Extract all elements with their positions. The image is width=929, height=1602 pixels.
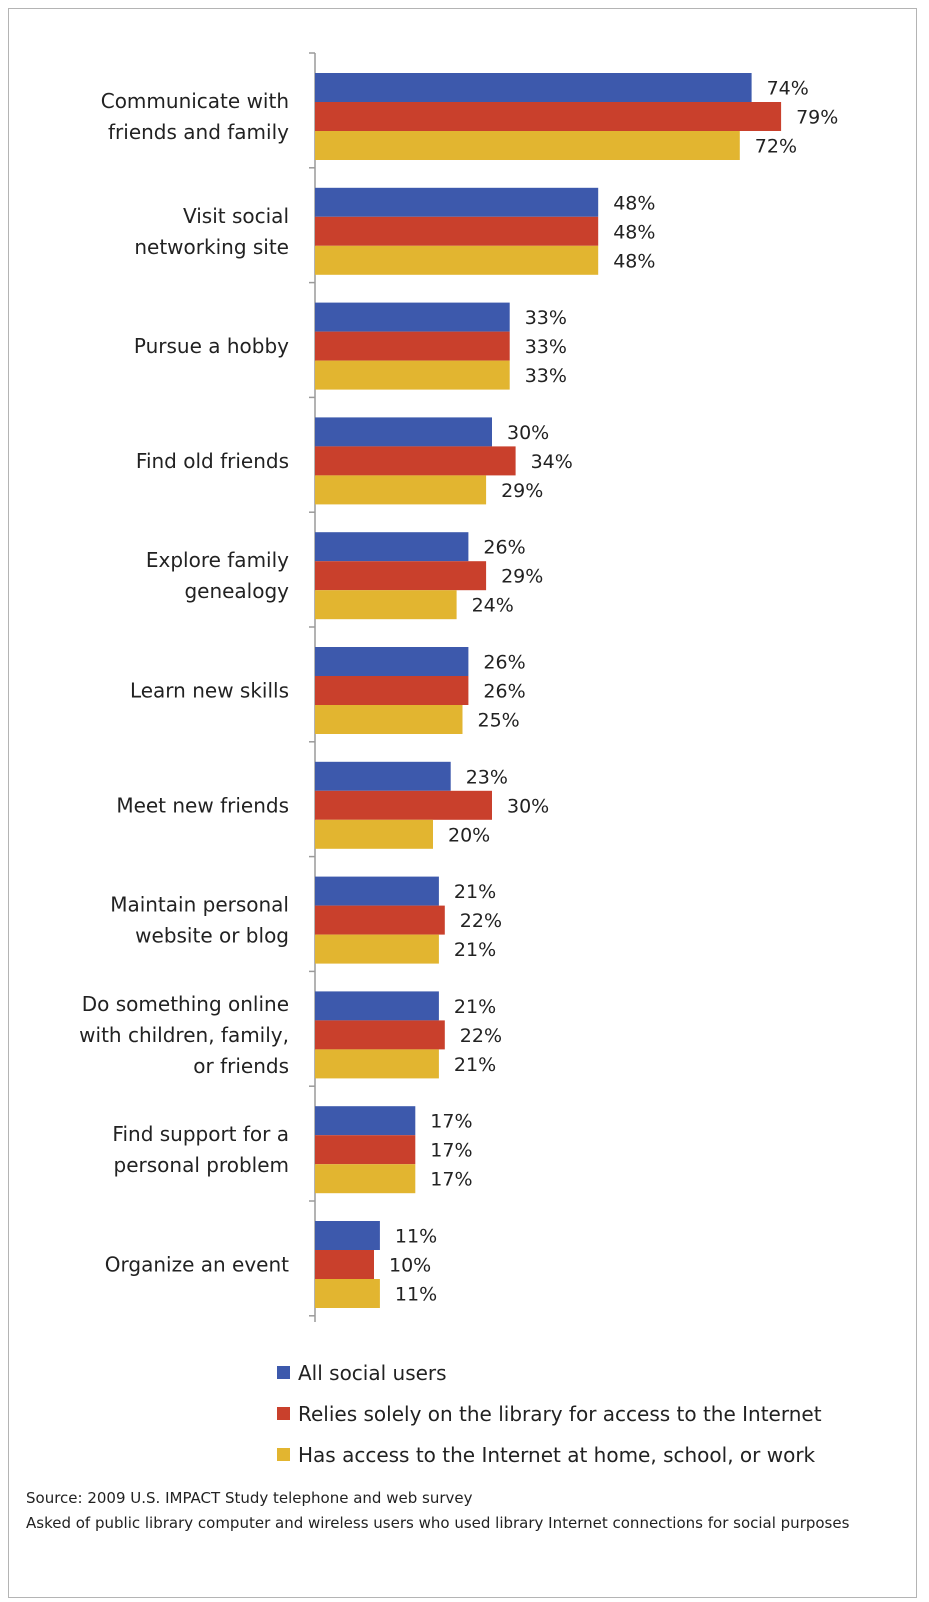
data-label: 72% bbox=[755, 136, 797, 158]
data-label: 30% bbox=[507, 795, 549, 817]
bar-0-3 bbox=[315, 417, 492, 447]
bar-1-5 bbox=[315, 676, 469, 705]
legend-label: Relies solely on the library for access … bbox=[298, 1401, 822, 1426]
data-label: 21% bbox=[454, 881, 496, 903]
data-label: 29% bbox=[501, 566, 543, 588]
data-label: 10% bbox=[389, 1255, 431, 1277]
bar-0-7 bbox=[315, 876, 439, 906]
bar-0-8 bbox=[315, 991, 439, 1021]
bar-1-7 bbox=[315, 905, 445, 935]
bar-0-9 bbox=[315, 1106, 416, 1136]
data-label: 48% bbox=[613, 221, 655, 243]
bar-1-0 bbox=[315, 102, 782, 131]
bar-0-5 bbox=[315, 647, 469, 676]
bar-0-1 bbox=[315, 187, 599, 217]
data-label: 48% bbox=[613, 192, 655, 214]
bar-2-9 bbox=[315, 1164, 416, 1194]
data-label: 33% bbox=[525, 365, 567, 387]
data-label: 21% bbox=[454, 1054, 496, 1076]
data-label: 24% bbox=[472, 595, 514, 617]
data-label: 48% bbox=[613, 250, 655, 272]
chart-legend: All social users Relies solely on the lib… bbox=[277, 1352, 897, 1475]
data-label: 22% bbox=[460, 1025, 502, 1047]
data-label: 20% bbox=[448, 824, 490, 846]
data-label: 25% bbox=[478, 710, 520, 732]
bar-1-10 bbox=[315, 1250, 374, 1279]
data-label: 74% bbox=[767, 78, 809, 100]
data-label: 11% bbox=[395, 1284, 437, 1306]
bar-2-3 bbox=[315, 475, 487, 505]
category-label: Communicate with friends and family bbox=[101, 89, 289, 144]
bar-2-5 bbox=[315, 705, 463, 734]
legend-swatch bbox=[277, 1366, 290, 1379]
legend-label: All social users bbox=[298, 1360, 447, 1385]
category-label: Visit social networking site bbox=[134, 204, 289, 259]
bar-0-2 bbox=[315, 302, 510, 332]
category-label: Meet new friends bbox=[116, 793, 289, 817]
data-label: 22% bbox=[460, 910, 502, 932]
bar-0-6 bbox=[315, 761, 451, 791]
bar-1-2 bbox=[315, 331, 510, 361]
bar-1-3 bbox=[315, 446, 516, 476]
bar-1-6 bbox=[315, 790, 492, 820]
data-label: 30% bbox=[507, 422, 549, 444]
bar-2-7 bbox=[315, 934, 439, 964]
data-label: 17% bbox=[430, 1169, 472, 1191]
data-label: 29% bbox=[501, 480, 543, 502]
bar-1-8 bbox=[315, 1020, 445, 1050]
data-label: 23% bbox=[466, 766, 508, 788]
bar-2-2 bbox=[315, 360, 510, 390]
data-label: 26% bbox=[483, 537, 525, 559]
legend-swatch bbox=[277, 1407, 290, 1420]
bar-1-9 bbox=[315, 1135, 416, 1165]
data-label: 21% bbox=[454, 996, 496, 1018]
bar-2-4 bbox=[315, 590, 457, 620]
bar-1-4 bbox=[315, 561, 487, 591]
bar-2-0 bbox=[315, 131, 740, 160]
category-label: Explore family genealogy bbox=[146, 548, 289, 603]
legend-swatch bbox=[277, 1448, 290, 1461]
category-label: Do something online with children, family… bbox=[79, 992, 289, 1078]
bar-2-10 bbox=[315, 1279, 380, 1308]
bar-0-0 bbox=[315, 73, 752, 102]
legend-item: Relies solely on the library for access … bbox=[277, 1393, 897, 1434]
data-label: 17% bbox=[430, 1111, 472, 1133]
category-label: Maintain personal website or blog bbox=[110, 893, 289, 948]
data-label: 33% bbox=[525, 336, 567, 358]
data-label: 26% bbox=[483, 681, 525, 703]
bar-chart: Communicate with friends and family 74% 79%… bbox=[79, 52, 838, 1322]
data-label: 33% bbox=[525, 307, 567, 329]
bar-0-10 bbox=[315, 1221, 380, 1250]
data-label: 11% bbox=[395, 1226, 437, 1248]
data-label: 26% bbox=[483, 652, 525, 674]
data-label: 21% bbox=[454, 939, 496, 961]
legend-item: All social users bbox=[277, 1352, 897, 1393]
category-label: Find support for a personal problem bbox=[112, 1122, 289, 1177]
category-label: Pursue a hobby bbox=[134, 334, 289, 358]
category-label: Organize an event bbox=[105, 1253, 289, 1277]
legend-label: Has access to the Internet at home, scho… bbox=[298, 1442, 816, 1467]
legend-item: Has access to the Internet at home, scho… bbox=[277, 1434, 897, 1475]
data-label: 79% bbox=[796, 107, 838, 129]
category-label: Find old friends bbox=[136, 449, 289, 473]
data-label: 17% bbox=[430, 1140, 472, 1162]
bar-1-1 bbox=[315, 216, 599, 246]
data-label: 34% bbox=[531, 451, 573, 473]
category-label: Learn new skills bbox=[130, 679, 289, 703]
bar-0-4 bbox=[315, 532, 469, 562]
source-note: Source: 2009 U.S. IMPACT Study telephone… bbox=[26, 1486, 906, 1536]
bar-2-8 bbox=[315, 1049, 439, 1079]
source-description: Asked of public library computer and wir… bbox=[26, 1514, 850, 1532]
bar-2-6 bbox=[315, 819, 433, 849]
source-line: Source: 2009 U.S. IMPACT Study telephone… bbox=[26, 1489, 473, 1507]
bar-2-1 bbox=[315, 245, 599, 275]
